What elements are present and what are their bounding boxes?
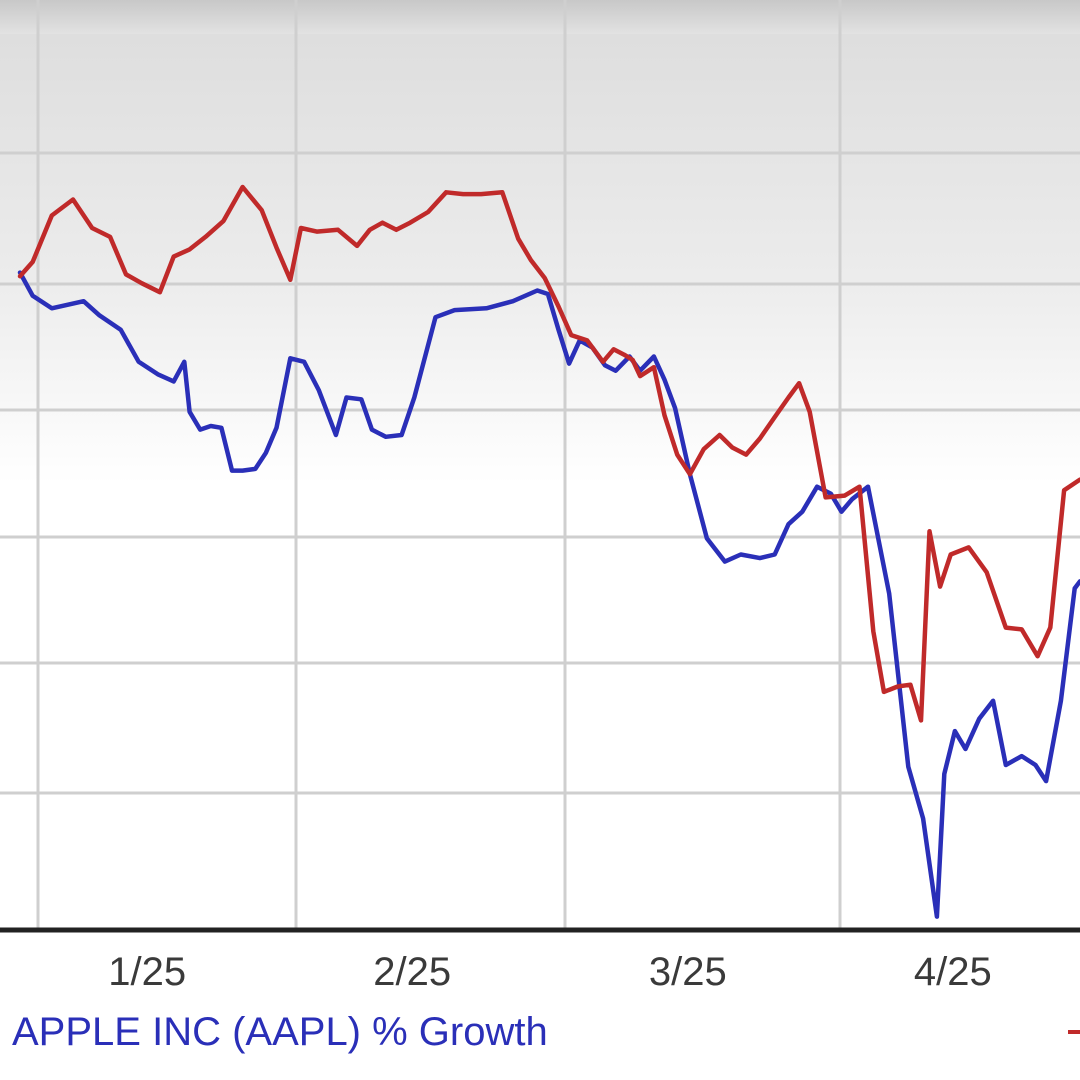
x-tick-label: 3/25 (649, 950, 727, 994)
series-line-comparison (17, 184, 1080, 723)
x-tick-labels: 1/25 2/25 3/25 4/25 (108, 950, 991, 994)
legend: APPLE INC (AAPL) % Growth (12, 1010, 1080, 1054)
x-tick-label: 2/25 (373, 950, 451, 994)
x-tick-label: 1/25 (108, 950, 186, 994)
series-layer (17, 184, 1080, 919)
x-tick-label: 4/25 (914, 950, 992, 994)
header-strip (0, 0, 1080, 34)
series-line-aapl (17, 270, 1080, 919)
legend-label-aapl: APPLE INC (AAPL) % Growth (12, 1010, 548, 1054)
plot-background (0, 0, 1080, 930)
gridlines (0, 0, 1080, 930)
